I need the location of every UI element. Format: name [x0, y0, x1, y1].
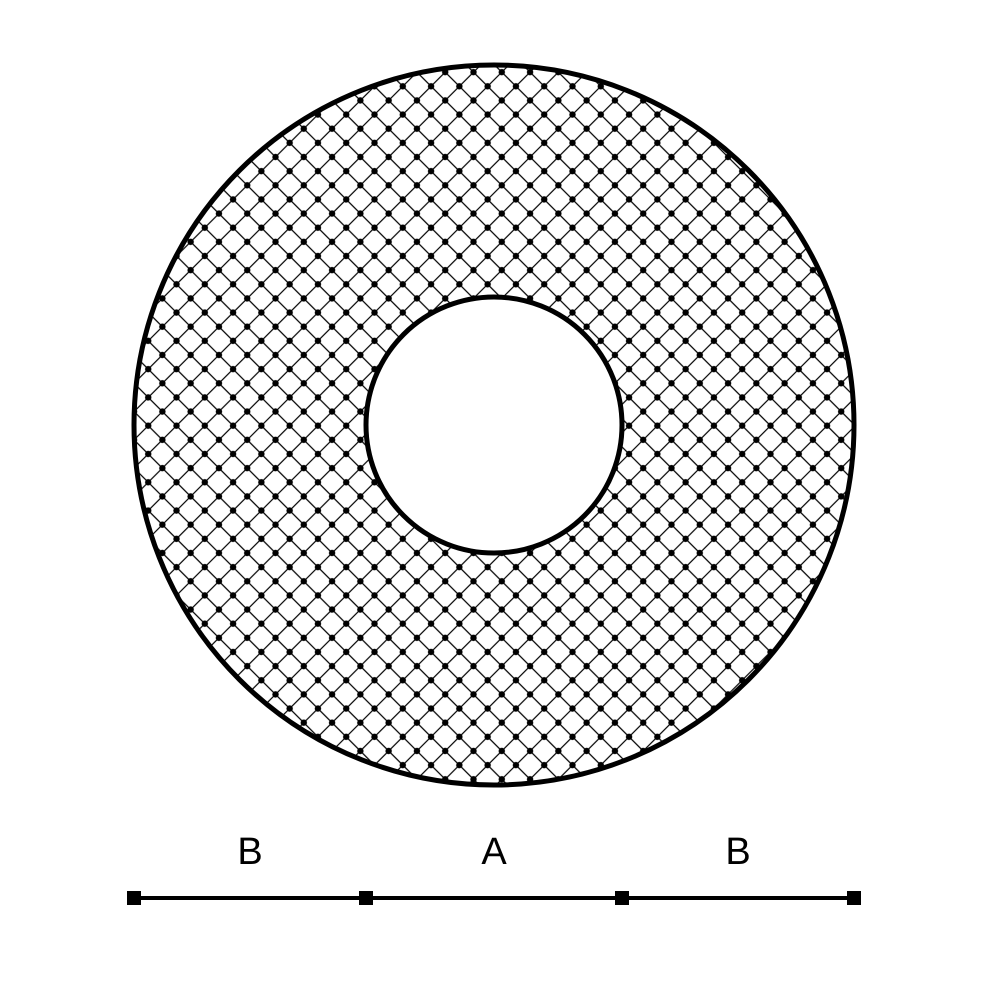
dim-tick	[615, 891, 629, 905]
annulus-diagram: BAB	[0, 0, 1000, 1000]
dim-label-b-left: B	[237, 831, 262, 873]
dim-tick	[359, 891, 373, 905]
dim-label-b-right: B	[725, 831, 750, 873]
dim-tick	[847, 891, 861, 905]
dim-label-a: A	[481, 831, 507, 873]
dim-tick	[127, 891, 141, 905]
